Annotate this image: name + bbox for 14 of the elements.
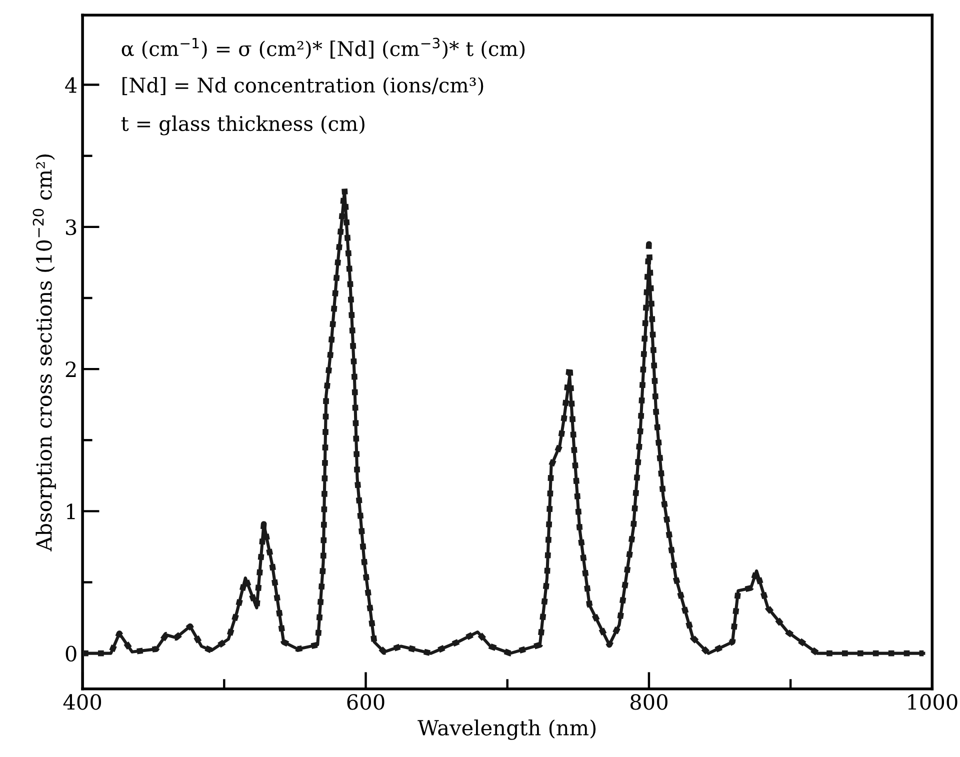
x-tick-label: 400 (63, 694, 102, 710)
annotation: t = glass thickness (cm) (121, 116, 364, 136)
x-tick-label: 800 (630, 694, 668, 710)
x-axis-title: Wavelength (nm) (418, 719, 596, 740)
y-tick-label: 3 (66, 219, 76, 236)
x-tick-label: 600 (347, 694, 384, 710)
y-tick-label: 1 (66, 504, 75, 520)
y-tick-label: 0 (66, 646, 76, 662)
annotation: [Nd] = Nd concentration (ions/cm³) (122, 77, 484, 96)
x-tick-label: 1000 (908, 694, 958, 710)
y-tick-label: 4 (65, 77, 77, 93)
annotation: α (cm$^{−1}$) = σ (cm²)* [Nd] (cm$^{−3}$)* t (cm) (122, 38, 525, 60)
y-axis-title: Absorption cross sections (10$^{−20}$ cm²) (32, 154, 56, 552)
y-tick-label: 2 (66, 362, 76, 377)
